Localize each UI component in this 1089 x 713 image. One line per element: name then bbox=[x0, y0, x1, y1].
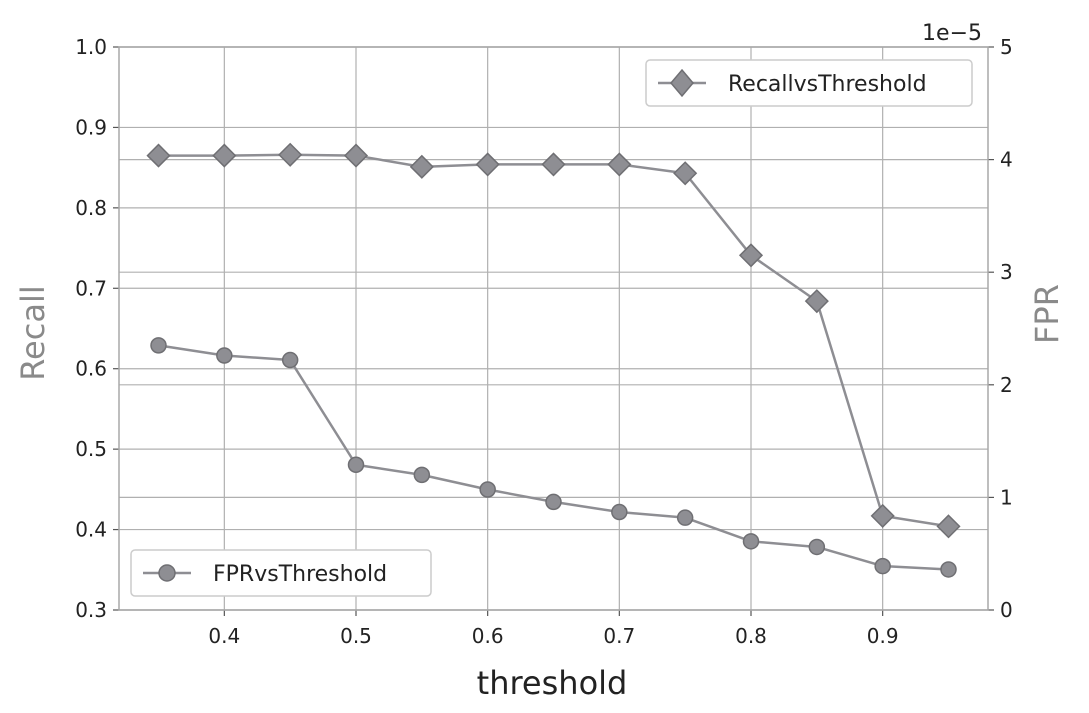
legend-recall-box bbox=[645, 59, 973, 107]
y-left-tick-label: 0.8 bbox=[75, 196, 107, 220]
fpr-point bbox=[281, 351, 299, 369]
y-right-tick-label: 5 bbox=[1000, 35, 1013, 59]
recall-point bbox=[343, 143, 369, 168]
recall-point bbox=[870, 503, 895, 528]
x-tick-label: 0.6 bbox=[472, 624, 504, 648]
series-RecallvsThreshold bbox=[146, 142, 961, 539]
legend-fpr-box bbox=[130, 549, 432, 597]
x-tick-label: 0.4 bbox=[208, 624, 240, 648]
y-right-axis-title: FPR bbox=[1028, 284, 1066, 344]
recall-point bbox=[607, 152, 632, 177]
right-axis-grid bbox=[119, 46, 994, 611]
series bbox=[146, 142, 961, 578]
series-FPRvsThreshold bbox=[150, 337, 957, 578]
recall-point bbox=[409, 154, 434, 179]
y-left-tick-label: 0.6 bbox=[75, 357, 107, 381]
fpr-point bbox=[808, 538, 826, 556]
recall-point bbox=[146, 143, 171, 168]
legend-fpr-marker bbox=[158, 564, 176, 582]
right-axis-scale-label: 1e−5 bbox=[922, 21, 982, 46]
recall-point bbox=[541, 152, 566, 177]
fpr-point bbox=[545, 493, 562, 511]
recall-point bbox=[738, 243, 764, 268]
fpr-point bbox=[874, 557, 891, 575]
x-tick-label: 0.7 bbox=[603, 624, 635, 648]
fpr-point bbox=[940, 561, 957, 578]
y-left-tick-label: 0.7 bbox=[75, 276, 107, 300]
y-left-tick-label: 0.5 bbox=[75, 437, 107, 461]
fpr-point bbox=[347, 456, 365, 473]
fpr-point bbox=[611, 503, 628, 521]
grid bbox=[113, 46, 988, 616]
recall-point bbox=[804, 289, 829, 314]
fpr-point bbox=[216, 347, 233, 364]
y-right-tick-label: 1 bbox=[1000, 485, 1013, 509]
fpr-point bbox=[479, 481, 496, 498]
y-left-axis-title: Recall bbox=[14, 285, 52, 380]
y-left-tick-label: 1.0 bbox=[75, 35, 107, 59]
tick-labels: 0.4 0.5 0.6 0.7 0.8 0.9 0.3 0.4 0.5 0.6 0.7 0.8 0.9 1… bbox=[75, 35, 1013, 648]
y-left-tick-label: 0.4 bbox=[75, 518, 107, 542]
x-tick-label: 0.8 bbox=[735, 624, 767, 648]
y-right-tick-label: 2 bbox=[1000, 373, 1013, 397]
x-tick-label: 0.9 bbox=[867, 624, 899, 648]
y-right-tick-label: 3 bbox=[1000, 260, 1013, 284]
recall-point bbox=[212, 143, 237, 168]
series-line-RecallvsThreshold bbox=[158, 153, 949, 528]
fpr-point bbox=[676, 509, 694, 526]
legend-recall-marker bbox=[670, 68, 694, 98]
recall-point bbox=[673, 161, 698, 186]
y-right-tick-label: 4 bbox=[1000, 148, 1013, 172]
legend-recall: RecallvsThreshold bbox=[645, 59, 973, 107]
legend-fpr: FPRvsThreshold bbox=[130, 549, 432, 597]
x-tick-label: 0.5 bbox=[340, 624, 372, 648]
legend-fpr-label: FPRvsThreshold bbox=[213, 562, 387, 587]
recall-point bbox=[475, 152, 500, 177]
fpr-point bbox=[150, 337, 167, 354]
recall-point bbox=[936, 514, 961, 539]
plot-frame bbox=[118, 46, 989, 611]
series-line-FPRvsThreshold bbox=[158, 344, 949, 571]
x-axis-title: threshold bbox=[477, 664, 628, 702]
legend-recall-label: RecallvsThreshold bbox=[728, 72, 927, 97]
fpr-point bbox=[413, 466, 431, 484]
y-left-tick-label: 0.9 bbox=[75, 115, 107, 139]
y-left-tick-label: 0.3 bbox=[75, 598, 107, 622]
fpr-point bbox=[742, 533, 760, 550]
recall-point bbox=[278, 142, 303, 167]
y-right-tick-label: 0 bbox=[1000, 598, 1013, 622]
